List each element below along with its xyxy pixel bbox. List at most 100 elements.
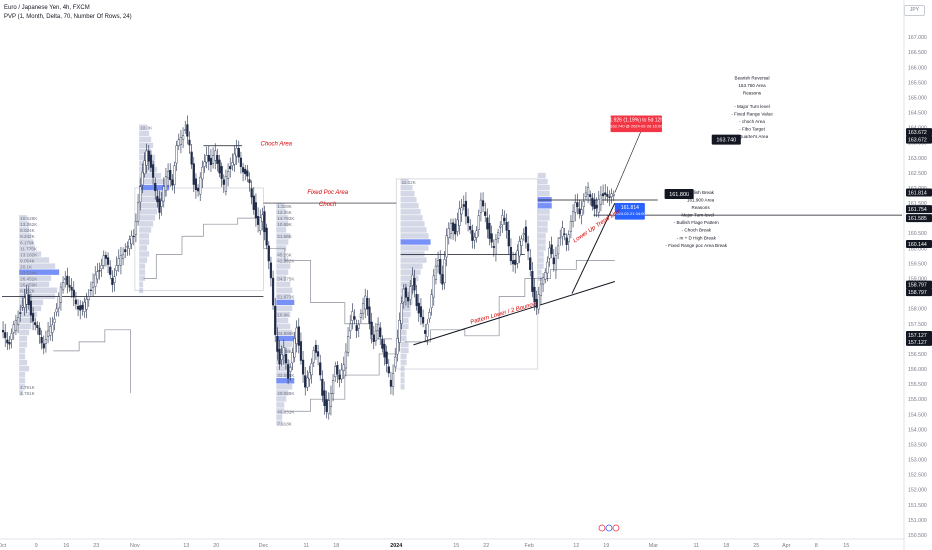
info-box-line: 161.814 [621, 205, 639, 211]
volume-profile-2: 1.328K12.25K14.783K10.69K21.66K45.26K42.… [276, 203, 295, 426]
indicator-legend[interactable]: PVP (1, Month, Delta, 70, Number Of Rows… [4, 14, 132, 20]
candle-body [246, 170, 249, 177]
profile-bar [400, 372, 405, 378]
price-tick-label: 156.500 [908, 352, 927, 358]
price-tick-label: 155.000 [908, 397, 927, 403]
candle-body [338, 374, 341, 380]
profile-bar [19, 239, 34, 245]
profile-bar [19, 245, 36, 251]
candle-body [391, 373, 395, 387]
profile-bar [276, 227, 287, 233]
candle-body [229, 166, 232, 170]
candle-body [203, 161, 206, 167]
price-tick-label: 154.000 [908, 427, 927, 433]
profile-bar [400, 341, 409, 348]
price-marker-bg [906, 288, 932, 297]
annotation-0: Choch Area [261, 142, 293, 148]
profile-bar [19, 384, 26, 390]
candle-body [70, 286, 73, 291]
candle-body [353, 316, 356, 320]
candle-body [563, 233, 566, 235]
profile-bar [400, 287, 415, 293]
candle-body [201, 166, 204, 180]
candle-body [584, 192, 588, 197]
candle-body [518, 240, 521, 257]
candle-body [179, 137, 183, 146]
annotation-8: - Major Turn level [679, 213, 715, 218]
candle-body [591, 197, 594, 207]
profile-bar [19, 372, 26, 378]
candle-body [194, 178, 198, 190]
profile-bar [537, 227, 548, 233]
candle-body [254, 202, 258, 219]
candle-body [475, 230, 478, 238]
profile-bar [139, 287, 144, 293]
candle-body [211, 155, 215, 164]
profile-bar [400, 233, 429, 239]
profile-bar [139, 269, 146, 275]
candle-body [177, 139, 180, 147]
candle-body [473, 236, 476, 241]
profile-bar [19, 317, 34, 324]
candle-body [355, 325, 358, 331]
candle-body [479, 199, 483, 213]
profile-bar-label: 10.0K [140, 126, 153, 131]
price-tick-label: 153.000 [908, 458, 927, 464]
candle-body [434, 265, 438, 280]
trendline-1 [571, 202, 616, 294]
profile-bar [276, 215, 289, 221]
candle-body [400, 303, 403, 324]
candle-body [147, 150, 150, 162]
price-marker-bg [906, 239, 932, 248]
price-marker-label: 163.672 [908, 130, 927, 136]
boundary-step [284, 353, 397, 412]
candle-body [119, 255, 123, 266]
profile-bar-label: 12.25K [277, 210, 292, 215]
price-tick-label: 164.500 [908, 111, 927, 117]
profile-bar-label: 20.1K [20, 264, 33, 269]
candle-body [289, 366, 292, 372]
candle-body [319, 362, 322, 376]
time-tick-label: 18 [723, 543, 729, 549]
info-box-line: 163.740 @ 2024-02-26 16:00 [610, 124, 663, 129]
profile-bar [139, 203, 160, 209]
candle-body [608, 196, 611, 198]
profile-bar [19, 257, 50, 263]
candle-body [533, 286, 536, 302]
profile-bar [19, 335, 28, 342]
price-tick-label: 151.500 [908, 503, 927, 509]
profile-bar-label: 33.558K [277, 373, 295, 378]
candle-body [1, 330, 5, 333]
price-tick-label: 159.000 [908, 276, 927, 282]
candle-body [469, 226, 472, 230]
profile-bar [276, 311, 291, 318]
profile-bar [19, 341, 28, 348]
candle-body [383, 343, 386, 358]
candle-body [87, 296, 90, 301]
annotation-5: Bullish Break [687, 190, 715, 195]
profile-bar [19, 359, 28, 366]
candle-body [6, 339, 9, 344]
profile-bar-label: 7.918K [277, 421, 292, 426]
candle-body [141, 172, 144, 186]
time-tick-label: Apr [782, 543, 791, 549]
candle-body [51, 324, 54, 333]
time-tick-label: Nov [130, 543, 140, 549]
trendline-0 [413, 281, 616, 346]
profile-bar [537, 215, 550, 221]
candle-body [284, 354, 288, 364]
profile-bar [139, 136, 152, 143]
profile-bar [400, 227, 427, 233]
candle-body [580, 209, 583, 216]
candle-body [136, 202, 140, 222]
candle-body [83, 301, 86, 312]
time-tick-label: 15 [843, 543, 849, 549]
candle-body [389, 379, 393, 387]
profile-bar [400, 178, 409, 185]
candle-body [160, 200, 163, 207]
price-tick-label: 154.500 [908, 412, 927, 418]
profile-bar-label: 23.524K [20, 270, 38, 275]
